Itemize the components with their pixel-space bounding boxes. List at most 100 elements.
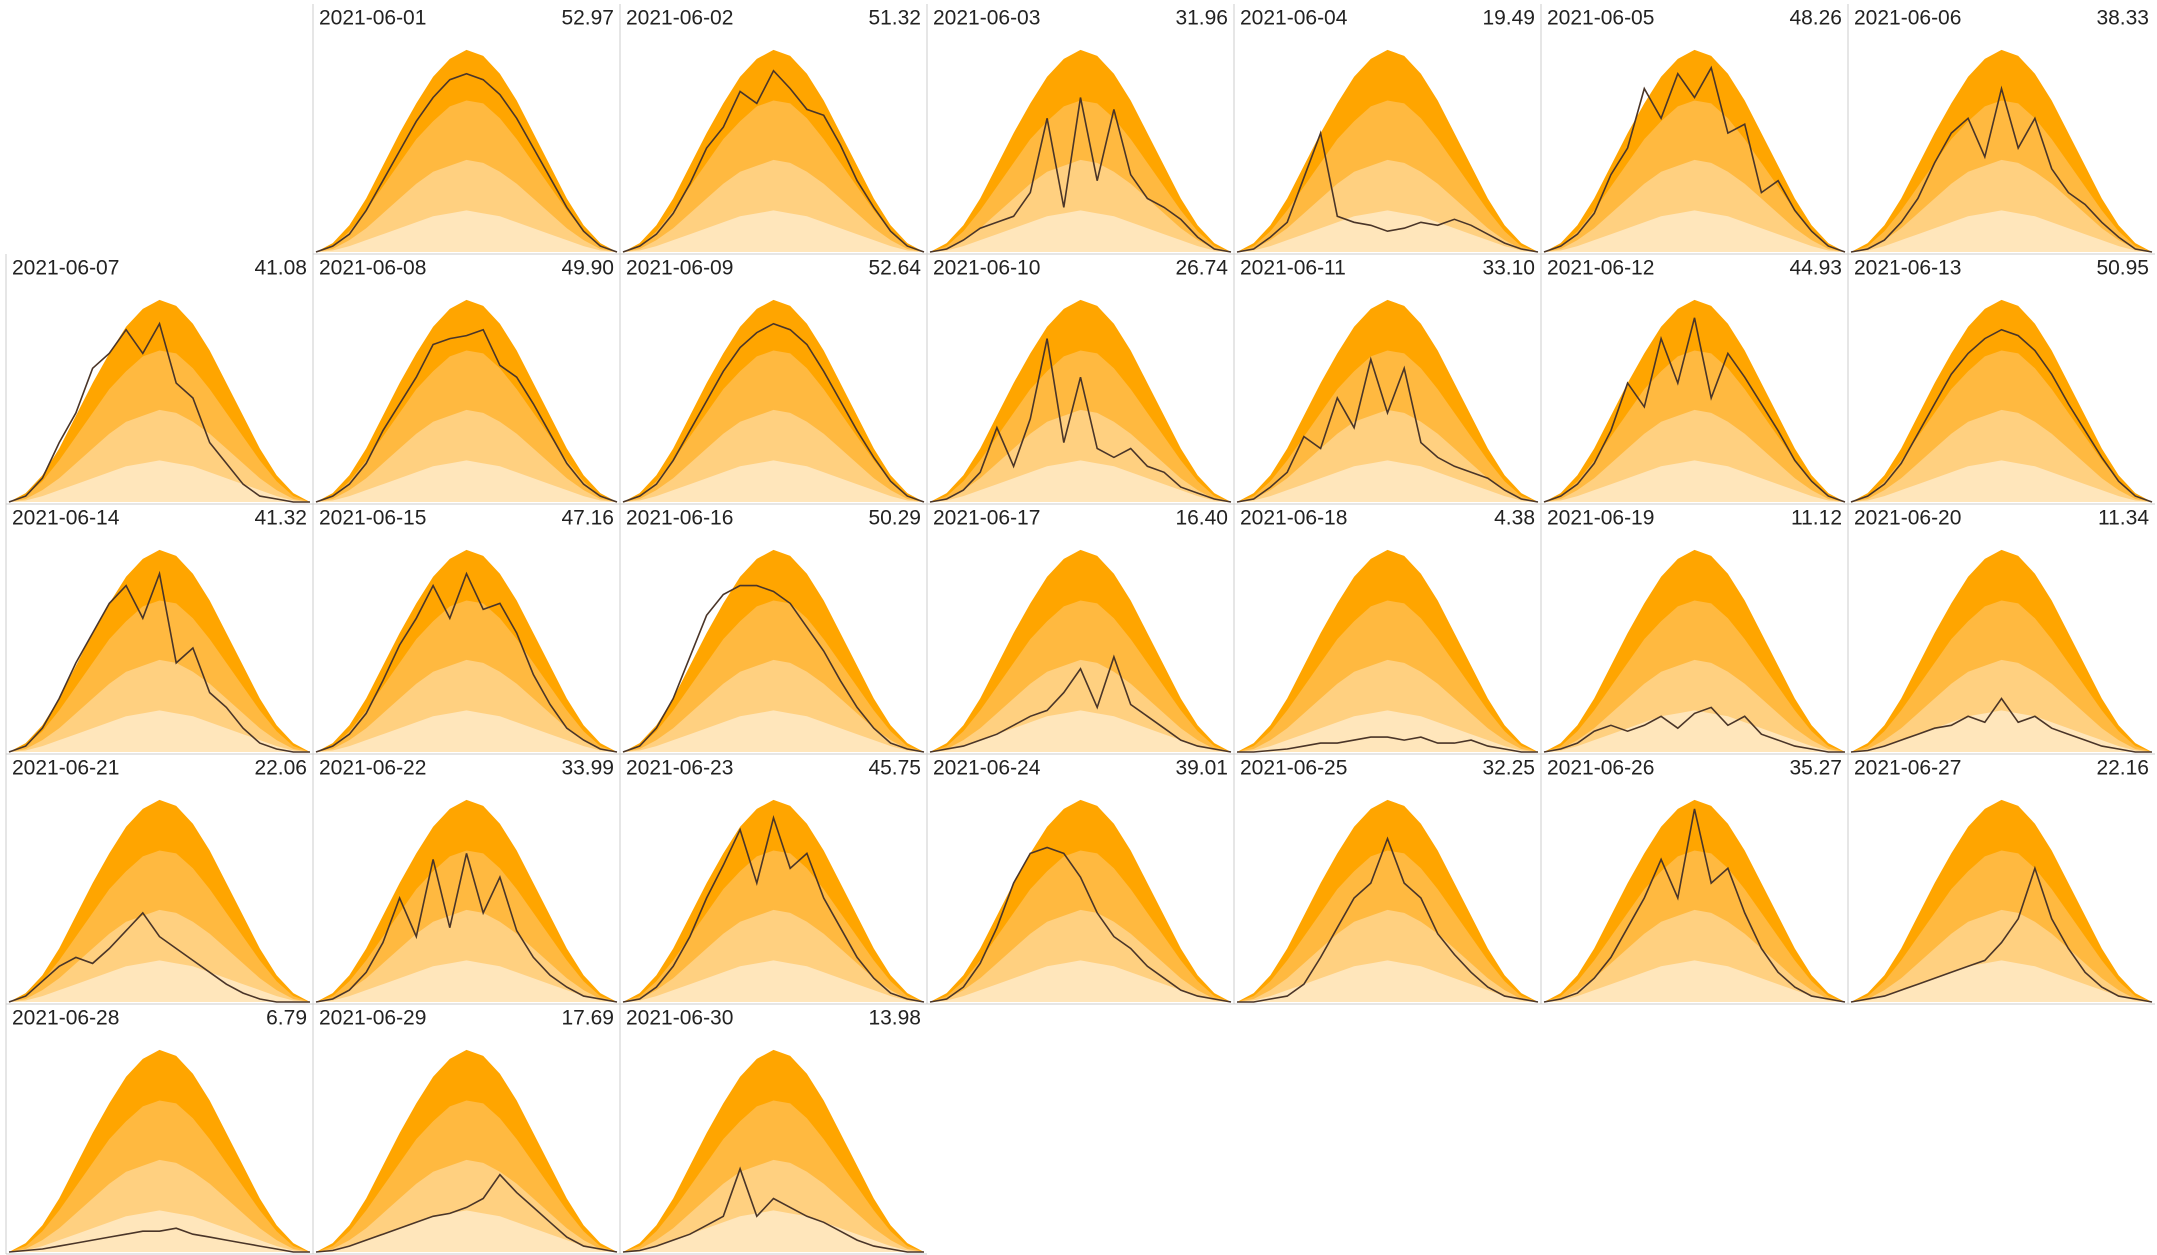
daily-total: 13.98	[868, 1006, 921, 1029]
band-area	[316, 1159, 617, 1252]
daily-total: 38.33	[2096, 6, 2149, 29]
band-area	[1544, 210, 1845, 252]
band-area	[930, 210, 1231, 252]
date-label: 2021-06-08	[319, 256, 426, 279]
production-line	[8, 911, 310, 1003]
band-area	[1544, 960, 1845, 1002]
band-area	[316, 409, 617, 502]
daily-total: 41.32	[254, 506, 307, 529]
daily-total: 51.32	[868, 6, 921, 29]
production-line	[622, 1166, 924, 1253]
date-label: 2021-06-28	[12, 1006, 119, 1029]
band-area	[623, 1210, 924, 1252]
production-line	[315, 328, 618, 503]
production-line	[1236, 356, 1539, 503]
production-line	[929, 846, 1232, 1003]
date-label: 2021-06-29	[319, 1006, 426, 1029]
band-area	[1851, 460, 2152, 502]
band-area	[9, 960, 310, 1002]
band-area	[316, 909, 617, 1002]
band-area	[316, 710, 617, 752]
band-area	[623, 909, 924, 1002]
daily-total: 22.06	[254, 756, 307, 779]
band-area	[930, 960, 1231, 1002]
production-line	[1543, 706, 1845, 753]
date-label: 2021-06-17	[933, 506, 1040, 529]
daily-total: 50.95	[2096, 256, 2149, 279]
date-label: 2021-06-07	[12, 256, 119, 279]
band-area	[316, 960, 617, 1002]
band-area	[316, 1210, 617, 1252]
production-line	[1543, 65, 1846, 253]
date-label: 2021-06-18	[1240, 506, 1347, 529]
production-line	[1850, 85, 2153, 253]
daily-total: 11.34	[2098, 506, 2149, 529]
daily-total: 26.74	[1175, 256, 1228, 279]
daily-total: 44.93	[1789, 256, 1842, 279]
production-line	[8, 1227, 310, 1253]
band-area	[9, 909, 310, 1002]
production-line	[622, 69, 925, 253]
band-area	[1544, 909, 1845, 1002]
date-label: 2021-06-27	[1854, 756, 1961, 779]
band-area	[9, 710, 310, 752]
daily-total: 11.12	[1791, 506, 1842, 529]
daily-total: 41.08	[254, 256, 307, 279]
daily-total: 35.27	[1789, 756, 1842, 779]
daily-total: 47.16	[561, 506, 614, 529]
date-label: 2021-06-03	[933, 6, 1040, 29]
band-area	[316, 210, 617, 252]
date-label: 2021-06-22	[319, 756, 426, 779]
production-line	[1850, 865, 2153, 1003]
band-area	[623, 210, 924, 252]
daily-total: 31.96	[1175, 6, 1228, 29]
daily-total: 32.25	[1482, 756, 1535, 779]
daily-total: 39.01	[1175, 756, 1228, 779]
band-area	[1237, 659, 1538, 752]
band-area	[930, 909, 1231, 1002]
daily-total: 22.16	[2096, 756, 2149, 779]
band-area	[1237, 460, 1538, 502]
production-line	[929, 654, 1232, 753]
production-line	[315, 72, 618, 253]
band-area	[316, 460, 617, 502]
production-line	[1543, 808, 1846, 1003]
production-line	[8, 321, 310, 503]
band-area	[316, 659, 617, 752]
production-line	[315, 571, 618, 753]
band-area	[930, 710, 1231, 752]
band-area	[930, 409, 1231, 502]
band-area	[1851, 210, 2152, 252]
band-area	[623, 409, 924, 502]
band-area	[9, 460, 310, 502]
band-area	[930, 159, 1231, 252]
band-area	[623, 159, 924, 252]
daily-total: 52.97	[561, 6, 614, 29]
date-label: 2021-06-06	[1854, 6, 1961, 29]
band-area	[623, 460, 924, 502]
daily-total: 17.69	[561, 1006, 614, 1029]
production-line	[1850, 697, 2152, 753]
date-label: 2021-06-21	[12, 756, 119, 779]
production-line	[315, 853, 618, 1003]
band-area	[1851, 159, 2152, 252]
daily-total: 50.29	[868, 506, 921, 529]
date-label: 2021-06-01	[319, 6, 426, 29]
daily-total: 16.40	[1175, 506, 1228, 529]
band-area	[1544, 409, 1845, 502]
production-line	[929, 338, 1232, 503]
daily-total: 6.79	[266, 1006, 307, 1029]
date-label: 2021-06-16	[626, 506, 733, 529]
band-area	[1544, 159, 1845, 252]
date-label: 2021-06-02	[626, 6, 733, 29]
band-area	[1544, 460, 1845, 502]
band-area	[930, 460, 1231, 502]
band-area	[1851, 659, 2152, 752]
date-label: 2021-06-14	[12, 506, 120, 529]
production-line	[929, 97, 1232, 253]
production-line	[315, 1173, 618, 1253]
production-line	[1850, 328, 2153, 503]
date-label: 2021-06-05	[1547, 6, 1654, 29]
band-area	[623, 710, 924, 752]
date-label: 2021-06-12	[1547, 256, 1654, 279]
